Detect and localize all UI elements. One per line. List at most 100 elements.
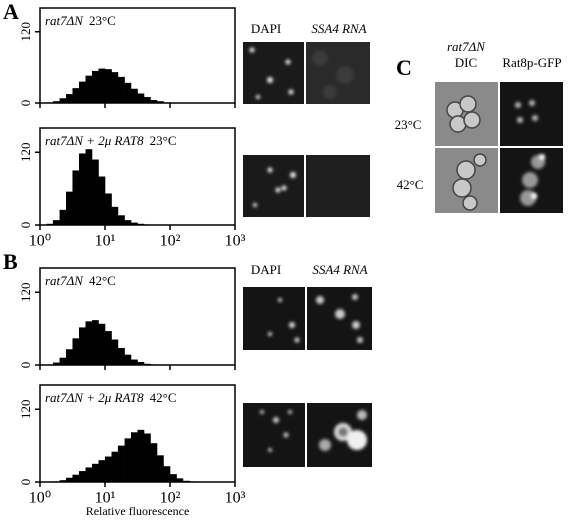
bar	[65, 191, 73, 225]
bar	[117, 215, 125, 225]
title-condition: 23°C	[150, 133, 177, 148]
bar	[85, 75, 93, 103]
histogram-title: rat7ΔN 23°C	[45, 13, 116, 28]
histogram-title: rat7ΔN + 2μ RAT8 42°C	[45, 390, 177, 405]
title-condition: 23°C	[89, 13, 116, 28]
bar	[117, 76, 125, 103]
bar	[78, 327, 86, 365]
bar	[163, 466, 171, 482]
y-tick-label: 0	[18, 222, 33, 229]
bar	[170, 474, 177, 482]
plot-frame	[39, 7, 236, 104]
y-tick-label: 0	[18, 362, 33, 369]
bar	[92, 70, 99, 103]
x-tick-label: 10²	[160, 233, 181, 250]
bar	[65, 349, 73, 365]
y-tick-label: 0	[18, 479, 33, 486]
plot-frame	[39, 384, 236, 483]
bar	[130, 222, 138, 225]
bar	[176, 478, 184, 482]
bar	[59, 357, 67, 365]
bar	[105, 193, 112, 225]
title-condition: 42°C	[150, 390, 177, 405]
panel-label: B	[3, 249, 18, 274]
column-label: DAPI	[251, 262, 281, 277]
panel-label: C	[396, 55, 412, 80]
bar	[111, 451, 119, 482]
bar	[52, 220, 60, 225]
x-tick-label: 10¹	[95, 233, 116, 250]
column-label: DAPI	[251, 21, 281, 36]
x-tick-label: 10⁰	[29, 490, 51, 507]
row-label: 42°C	[397, 177, 424, 192]
bar	[98, 176, 106, 225]
bar	[137, 361, 145, 365]
x-tick-label: 10³	[225, 490, 246, 507]
panel-label: A	[3, 0, 19, 24]
bar	[65, 94, 73, 103]
bar	[85, 467, 93, 482]
bar	[143, 433, 151, 482]
histogram-title: rat7ΔN 42°C	[45, 273, 116, 288]
column-label: SSA4 RNA	[311, 21, 366, 36]
bar	[65, 477, 73, 482]
micrograph	[435, 82, 563, 213]
x-tick-label: 10¹	[95, 490, 116, 507]
bar	[59, 480, 67, 482]
bar	[130, 359, 138, 365]
y-tick-label: 120	[18, 400, 33, 420]
bar	[105, 331, 112, 365]
bar	[92, 159, 99, 225]
bar	[111, 206, 119, 225]
bar	[72, 170, 80, 225]
bar	[78, 81, 86, 103]
bar	[124, 438, 132, 482]
bar	[150, 443, 158, 482]
bar	[52, 101, 60, 103]
bar	[150, 100, 158, 103]
bar	[111, 339, 119, 365]
column-label: Rat8p-GFP	[502, 55, 561, 70]
bar	[72, 474, 80, 482]
bar	[92, 320, 99, 365]
bar	[59, 209, 67, 225]
bar	[143, 97, 151, 103]
bar	[124, 354, 132, 365]
bar	[72, 88, 80, 103]
x-tick-label: 10³	[225, 233, 246, 250]
bar	[52, 362, 60, 365]
bar	[85, 149, 93, 225]
y-tick-label: 120	[18, 143, 33, 163]
bar	[137, 429, 145, 482]
y-tick-label: 0	[18, 100, 33, 107]
column-label: SSA4 RNA	[312, 262, 367, 277]
histogram-title: rat7ΔN + 2μ RAT8 23°C	[45, 133, 177, 148]
bar	[85, 321, 93, 365]
title-condition: 42°C	[89, 273, 116, 288]
bar	[157, 455, 164, 482]
bar	[117, 445, 125, 482]
plot-frame	[39, 267, 236, 366]
bar	[130, 88, 138, 103]
bar	[124, 82, 132, 103]
bar	[137, 93, 145, 103]
bar	[78, 471, 86, 482]
bar	[92, 463, 99, 482]
bar	[98, 68, 106, 103]
strain-label: rat7ΔN	[447, 39, 486, 54]
y-tick-label: 120	[18, 283, 33, 303]
column-label: DIC	[455, 55, 477, 70]
bar	[117, 348, 125, 365]
bar	[98, 460, 106, 482]
x-tick-label: 10²	[160, 490, 181, 507]
x-tick-label: 10⁰	[29, 233, 51, 250]
title-strain: rat7ΔN	[45, 13, 84, 28]
bar	[59, 98, 67, 103]
bar	[105, 456, 112, 482]
title-strain: rat7ΔN + 2μ RAT8	[45, 390, 144, 405]
micrograph	[243, 287, 372, 467]
bar	[157, 101, 164, 103]
row-label: 23°C	[395, 117, 422, 132]
x-axis-label: Relative fluorescence	[86, 504, 190, 518]
